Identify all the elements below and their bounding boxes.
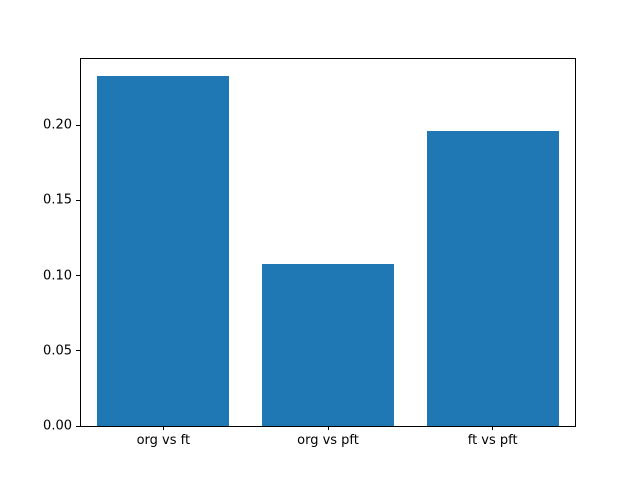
x-tick-mark <box>162 426 164 430</box>
y-tick-mark <box>76 275 81 277</box>
y-tick-mark <box>76 199 81 201</box>
y-tick-label: 0.00 <box>43 418 72 434</box>
x-tick-mark <box>492 426 494 430</box>
y-tick-label: 0.10 <box>43 268 72 284</box>
y-tick-label: 0.20 <box>43 117 72 133</box>
y-tick-mark <box>76 124 81 126</box>
bar-2 <box>262 263 394 426</box>
x-tick-label: ft vs pft <box>467 433 518 448</box>
y-tick-mark <box>76 350 81 352</box>
y-tick-label: 0.15 <box>43 192 72 208</box>
bar-3 <box>426 131 559 426</box>
x-tick-label: org vs ft <box>136 433 191 448</box>
x-tick-mark <box>327 426 329 430</box>
plot-area: 0.00 0.05 0.10 0.15 0.20 org vs ft org vs pft… <box>43 58 576 447</box>
x-tick-label: org vs pft <box>297 433 359 448</box>
y-tick-label: 0.05 <box>43 343 72 359</box>
y-tick-mark <box>76 425 81 427</box>
bar-1 <box>97 75 230 426</box>
